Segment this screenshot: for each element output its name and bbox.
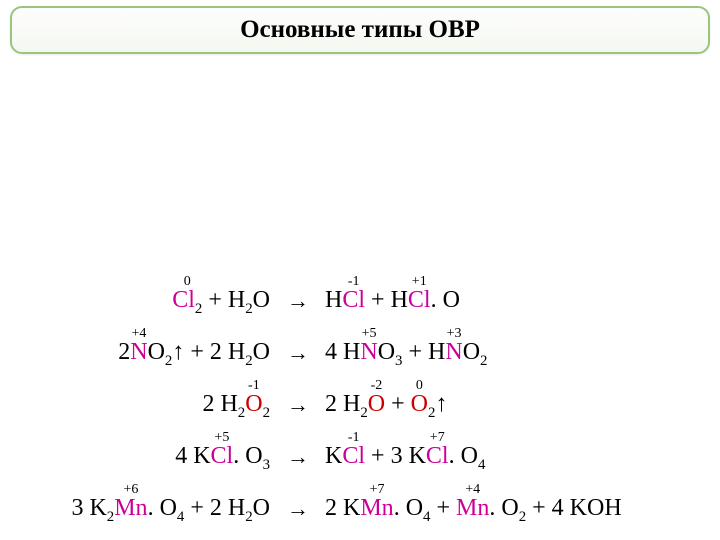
oxidation-state: +5 bbox=[214, 430, 229, 446]
oxidation-state: +6 bbox=[123, 482, 138, 498]
title-box: Основные типы ОВР bbox=[10, 6, 710, 54]
reaction-arrow: → bbox=[278, 392, 318, 418]
equation-lhs: Cl2 + H2O bbox=[172, 287, 270, 314]
equation-row: 4 KCl. O3 → KCl + 3 KCl. O4 +5 -1 +7 bbox=[0, 422, 720, 474]
equation-row: 2NO2↑ + 2 H2O → 4 HNO3 + HNO2 +4 +5 +3 bbox=[0, 318, 720, 370]
oxidation-state: +7 bbox=[370, 482, 385, 498]
oxidation-state: +1 bbox=[412, 274, 427, 290]
equation-rhs: 4 HNO3 + HNO2 bbox=[325, 339, 487, 366]
oxidation-state: 0 bbox=[416, 378, 423, 394]
equation-row: 3 K2Mn. O4 + 2 H2O → 2 KMn. O4 + Mn. O2 + … bbox=[0, 474, 720, 526]
oxidation-state: -2 bbox=[371, 378, 383, 394]
equation-row: 2 H2O2 → 2 H2O + O2↑ -1 -2 0 bbox=[0, 370, 720, 422]
equation-lhs: 4 KCl. O3 bbox=[175, 443, 270, 470]
reaction-arrow: → bbox=[278, 444, 318, 470]
oxidation-state: -1 bbox=[248, 378, 260, 394]
reaction-arrow: → bbox=[278, 496, 318, 522]
oxidation-state: -1 bbox=[348, 274, 360, 290]
equation-rhs: KCl + 3 KCl. O4 bbox=[325, 443, 485, 470]
oxidation-state: +4 bbox=[465, 482, 480, 498]
oxidation-state: +4 bbox=[131, 326, 146, 342]
oxidation-state: +5 bbox=[362, 326, 377, 342]
equation-lhs: 2 H2O2 bbox=[202, 391, 270, 418]
equation-lhs: 3 K2Mn. O4 + 2 H2O bbox=[71, 495, 270, 522]
oxidation-state: +7 bbox=[430, 430, 445, 446]
equation-rhs: 2 KMn. O4 + Mn. O2 + 4 KOH bbox=[325, 495, 622, 522]
equation-lhs: 2NO2↑ + 2 H2O bbox=[118, 339, 270, 366]
oxidation-state: 0 bbox=[184, 274, 191, 290]
oxidation-state: +3 bbox=[447, 326, 462, 342]
equation-block: Cl2 + H2O → HCl + HCl. O 0 -1 +1 2NO2↑ + 2 H2O… bbox=[0, 266, 720, 526]
equation-row: Cl2 + H2O → HCl + HCl. O 0 -1 +1 bbox=[0, 266, 720, 318]
reaction-arrow: → bbox=[278, 340, 318, 366]
reaction-arrow: → bbox=[278, 288, 318, 314]
page-title: Основные типы ОВР bbox=[240, 16, 480, 44]
oxidation-state: -1 bbox=[348, 430, 360, 446]
equation-rhs: 2 H2O + O2↑ bbox=[325, 391, 447, 418]
equation-rhs: HCl + HCl. O bbox=[325, 287, 460, 314]
